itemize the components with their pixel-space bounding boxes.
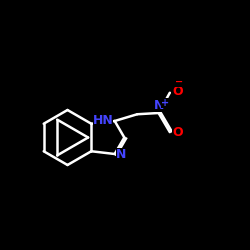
Text: −: − bbox=[175, 77, 184, 87]
Text: +: + bbox=[161, 98, 169, 108]
Text: O: O bbox=[172, 85, 183, 98]
Text: N: N bbox=[116, 148, 126, 160]
Text: N: N bbox=[154, 99, 164, 112]
Text: HN: HN bbox=[93, 114, 114, 128]
Text: O: O bbox=[172, 126, 183, 138]
